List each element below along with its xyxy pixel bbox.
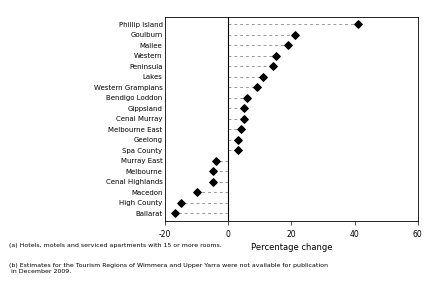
Point [243, 96, 250, 100]
Point [259, 75, 266, 79]
Point [209, 180, 216, 184]
Point [284, 43, 291, 48]
Point [234, 148, 241, 153]
Point [268, 64, 276, 68]
Point [240, 106, 247, 111]
Point [193, 190, 200, 195]
Point [290, 33, 297, 37]
Point [212, 158, 219, 163]
Point [272, 53, 279, 58]
Text: (a) Hotels, motels and serviced apartments with 15 or more rooms.: (a) Hotels, motels and serviced apartmen… [9, 243, 221, 248]
X-axis label: Percentage change: Percentage change [250, 243, 332, 252]
Point [177, 201, 184, 205]
Text: (b) Estimates for the Tourism Regions of Wimmera and Upper Yarra were not availa: (b) Estimates for the Tourism Regions of… [9, 263, 327, 274]
Point [353, 22, 360, 27]
Point [237, 127, 244, 132]
Point [253, 85, 260, 90]
Point [171, 211, 178, 216]
Point [209, 169, 216, 174]
Point [234, 138, 241, 142]
Point [240, 117, 247, 121]
